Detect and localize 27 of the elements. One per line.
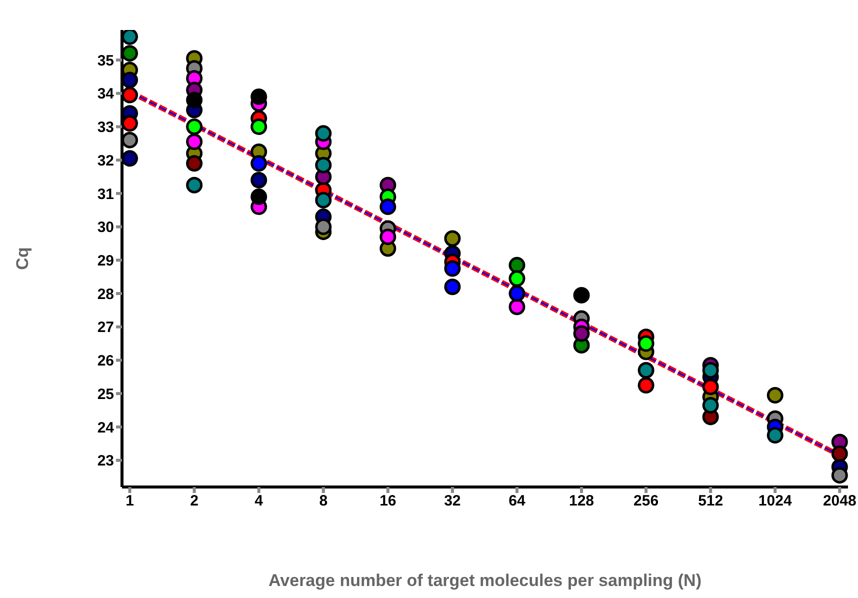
y-tick-label: 23 xyxy=(97,452,114,470)
x-tick-label: 8 xyxy=(319,492,328,510)
y-tick-label: 28 xyxy=(97,286,114,303)
y-tick-label: 31 xyxy=(97,186,114,203)
x-tick-label: 32 xyxy=(444,492,461,510)
x-tick-label: 2048 xyxy=(822,492,856,510)
y-tick-label: 32 xyxy=(97,152,114,170)
x-tick-label: 1024 xyxy=(758,492,792,510)
x-tick-label: 128 xyxy=(569,492,594,510)
y-tick-label: 25 xyxy=(97,386,114,403)
y-tick-label: 27 xyxy=(97,319,114,336)
y-tick-label: 30 xyxy=(97,219,114,236)
x-tick-label: 1 xyxy=(126,492,134,510)
y-tick-label: 33 xyxy=(97,119,114,136)
x-axis-title: Average number of target molecules per sampling (N) xyxy=(268,571,702,590)
y-tick-label: 35 xyxy=(97,52,114,70)
y-tick-label: 34 xyxy=(97,86,115,103)
x-tick-label: 2 xyxy=(190,492,198,510)
y-tick-label: 26 xyxy=(97,352,114,370)
y-axis-title: Cq xyxy=(13,247,32,270)
x-tick-label: 512 xyxy=(698,492,724,510)
y-tick-label: 24 xyxy=(97,419,115,436)
y-tick-label: 29 xyxy=(97,252,114,270)
x-tick-label: 4 xyxy=(254,492,264,510)
x-tick-label: 64 xyxy=(508,492,526,510)
x-tick-label: 256 xyxy=(634,492,659,510)
x-tick-label: 16 xyxy=(380,492,396,510)
